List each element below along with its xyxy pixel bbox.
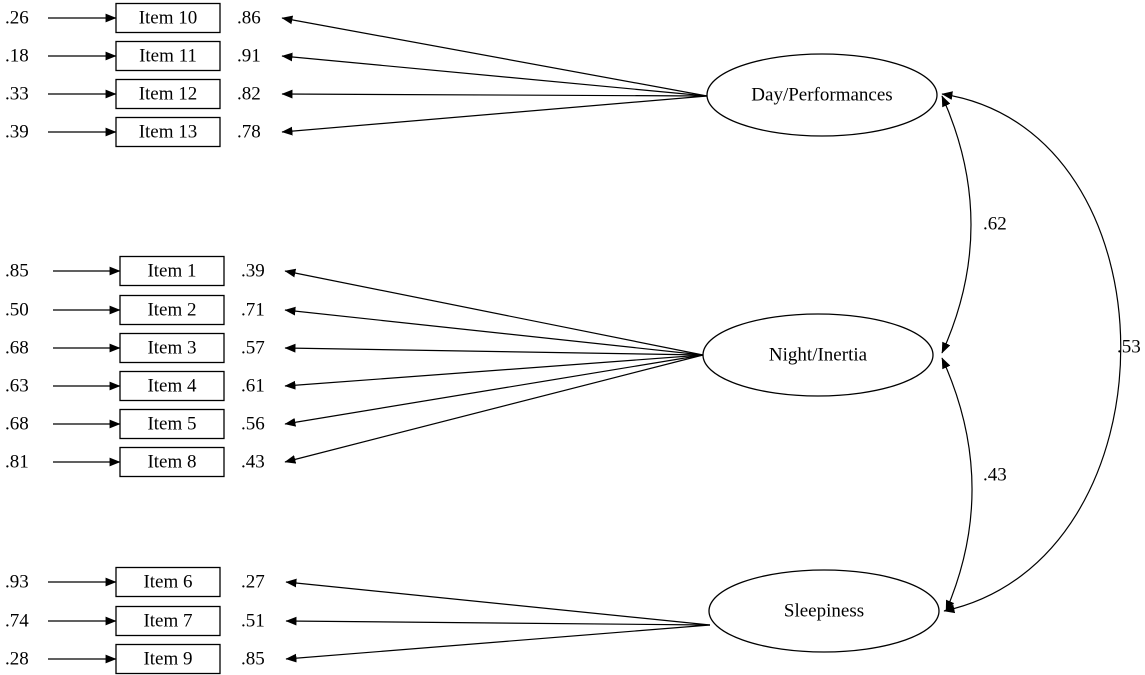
loading-arrow-item-10 [281, 15, 708, 97]
loading-arrow-item-6 [285, 578, 711, 626]
loading-arrow-item-1 [284, 268, 704, 356]
error-label-item-13: .39 [5, 121, 29, 142]
factor-ellipse-night-inertia [702, 313, 934, 397]
error-label-item-5: .68 [5, 413, 29, 434]
item-label-item-9: Item 9 [143, 648, 192, 669]
loading-label-item-4: .61 [241, 375, 265, 396]
item-label-item-3: Item 3 [147, 337, 196, 358]
error-label-item-8: .81 [5, 451, 29, 472]
item-label-item-8: Item 8 [147, 451, 196, 472]
item-box-item-9 [115, 643, 221, 675]
correlation-label-night-inertia-sleepiness: .43 [983, 464, 1007, 485]
item-box-item-7 [115, 605, 221, 637]
item-label-item-5: Item 5 [147, 413, 196, 434]
item-box-item-10 [115, 2, 221, 34]
error-label-item-3: .68 [5, 337, 29, 358]
loading-label-item-10: .86 [237, 7, 261, 28]
item-box-item-5 [119, 408, 225, 440]
item-box-item-1 [119, 255, 225, 287]
loading-arrow-item-4 [284, 354, 704, 390]
error-label-item-4: .63 [5, 375, 29, 396]
item-box-item-3 [119, 332, 225, 364]
loading-arrow-item-12 [281, 89, 708, 99]
factor-label-night-inertia: Night/Inertia [769, 344, 868, 365]
factor-label-sleepiness: Sleepiness [784, 600, 864, 621]
item-box-item-11 [115, 40, 221, 72]
item-label-item-13: Item 13 [139, 121, 198, 142]
error-label-item-12: .33 [5, 83, 29, 104]
loading-label-item-12: .82 [237, 83, 261, 104]
loading-label-item-11: .91 [237, 45, 261, 66]
loading-label-item-8: .43 [241, 451, 265, 472]
factor-ellipse-sleepiness [708, 569, 940, 653]
correlation-arrow-night-inertia-sleepiness [941, 357, 973, 612]
loading-arrow-item-7 [285, 616, 711, 626]
loading-arrow-item-3 [284, 343, 704, 356]
item-label-item-6: Item 6 [143, 571, 192, 592]
item-label-item-2: Item 2 [147, 299, 196, 320]
error-label-item-9: .28 [5, 648, 29, 669]
item-box-item-4 [119, 370, 225, 402]
loading-arrow-item-2 [284, 306, 704, 356]
loading-arrow-item-9 [285, 624, 711, 663]
item-label-item-10: Item 10 [139, 7, 198, 28]
correlation-arrow-day-performances-night-inertia [941, 95, 972, 354]
loading-label-item-6: .27 [241, 571, 265, 592]
loading-label-item-1: .39 [241, 260, 265, 281]
error-label-item-10: .26 [5, 7, 29, 28]
loading-arrow-item-8 [284, 354, 704, 464]
factor-label-day-performances: Day/Performances [751, 84, 892, 105]
loading-arrow-item-5 [284, 354, 704, 427]
correlation-label-day-performances-night-inertia: .62 [983, 213, 1007, 234]
item-box-item-8 [119, 446, 225, 478]
loading-label-item-5: .56 [241, 413, 265, 434]
loading-label-item-13: .78 [237, 121, 261, 142]
correlation-arrow-day-performances-sleepiness [941, 91, 1122, 614]
correlation-label-day-performances-sleepiness: .53 [1117, 336, 1141, 357]
factor-ellipse-day-performances [706, 53, 938, 137]
item-box-item-13 [115, 116, 221, 148]
error-label-item-7: .74 [5, 610, 29, 631]
item-label-item-12: Item 12 [139, 83, 198, 104]
loading-label-item-7: .51 [241, 610, 265, 631]
loading-label-item-3: .57 [241, 337, 265, 358]
error-label-item-1: .85 [5, 260, 29, 281]
item-label-item-4: Item 4 [147, 375, 197, 396]
item-label-item-1: Item 1 [147, 260, 196, 281]
item-box-item-2 [119, 294, 225, 326]
loading-label-item-2: .71 [241, 299, 265, 320]
item-box-item-12 [115, 78, 221, 110]
item-label-item-7: Item 7 [143, 610, 192, 631]
loading-label-item-9: .85 [241, 648, 265, 669]
error-label-item-2: .50 [5, 299, 29, 320]
error-label-item-6: .93 [5, 571, 29, 592]
error-label-item-11: .18 [5, 45, 29, 66]
loading-arrow-item-13 [281, 95, 708, 136]
item-box-item-6 [115, 566, 221, 598]
loading-arrow-item-11 [281, 52, 708, 97]
item-label-item-11: Item 11 [139, 45, 197, 66]
